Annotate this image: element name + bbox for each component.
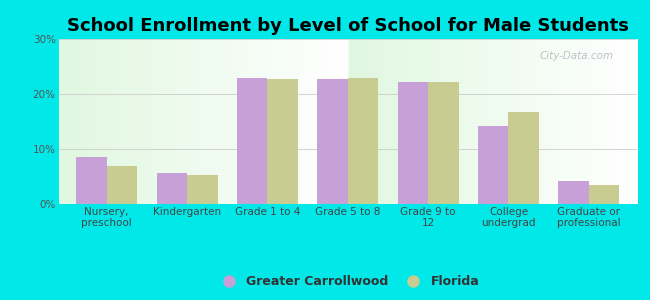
- Bar: [478, 126, 508, 204]
- Bar: [157, 173, 187, 204]
- Title: School Enrollment by Level of School for Male Students: School Enrollment by Level of School for…: [67, 17, 629, 35]
- Bar: [398, 82, 428, 204]
- Legend: Greater Carrollwood, Florida: Greater Carrollwood, Florida: [211, 271, 484, 293]
- Bar: [508, 112, 539, 204]
- Bar: [187, 176, 218, 204]
- Bar: [428, 82, 459, 204]
- Bar: [558, 181, 589, 204]
- Bar: [237, 77, 267, 204]
- Bar: [348, 77, 378, 204]
- Bar: [267, 79, 298, 204]
- Bar: [107, 166, 137, 204]
- Bar: [317, 79, 348, 204]
- Bar: [589, 185, 619, 204]
- Text: City-Data.com: City-Data.com: [540, 50, 614, 61]
- Bar: [76, 157, 107, 204]
